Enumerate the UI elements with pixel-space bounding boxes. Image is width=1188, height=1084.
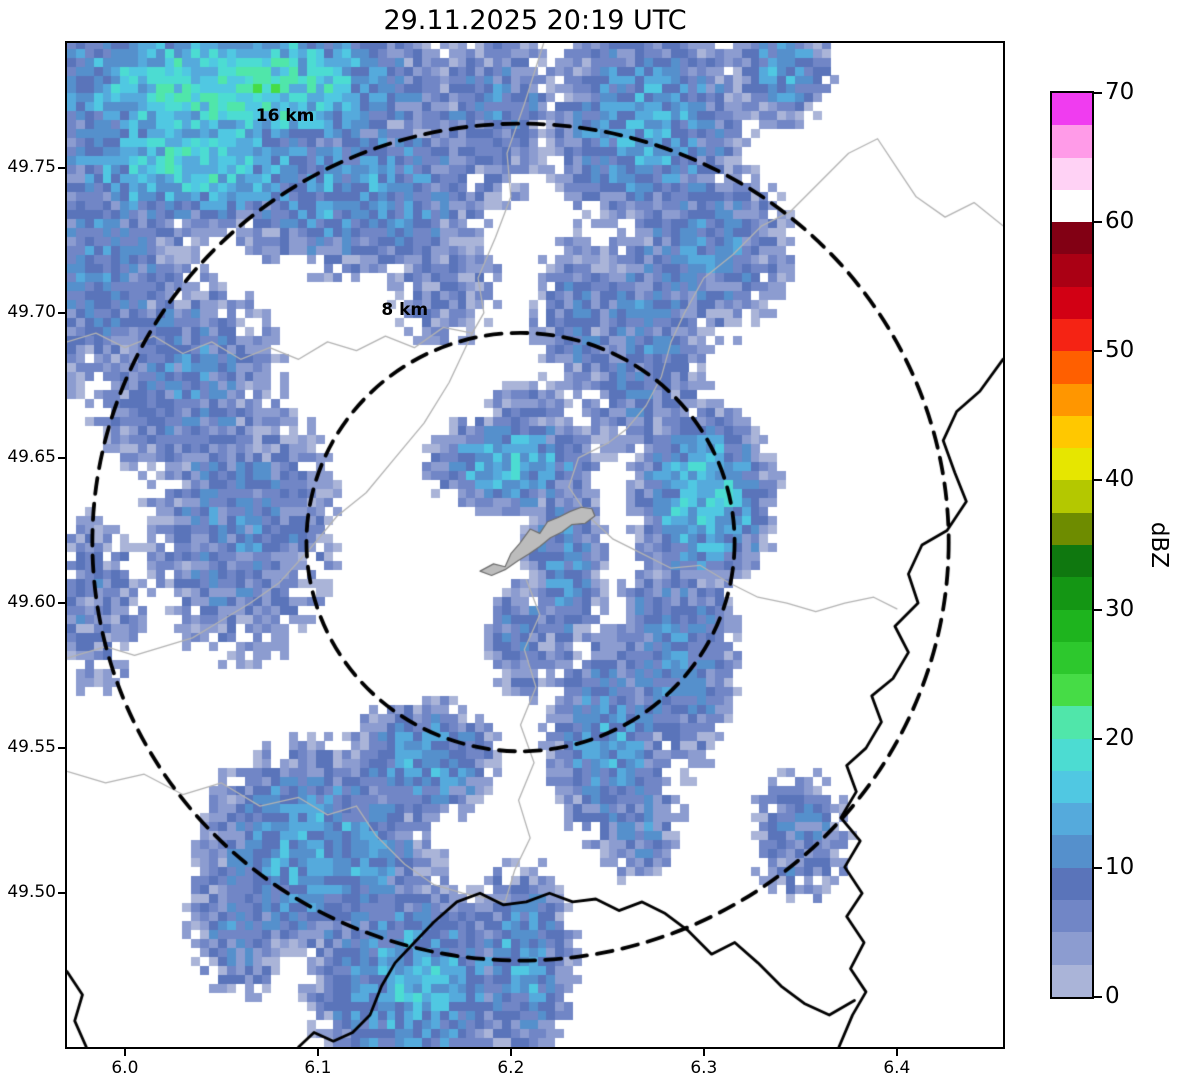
colorbar-band — [1052, 189, 1092, 223]
figure-title: 29.11.2025 20:19 UTC — [383, 5, 687, 36]
colorbar-tick-label: 20 — [1105, 724, 1135, 751]
y-tick-mark — [58, 456, 65, 459]
x-tick-label: 6.2 — [497, 1058, 525, 1078]
colorbar-tick-mark — [1094, 608, 1102, 611]
x-tick-mark — [702, 1049, 705, 1056]
colorbar-tick-label: 40 — [1105, 466, 1135, 493]
colorbar-tick-mark — [1094, 92, 1102, 94]
colorbar-band — [1052, 125, 1092, 158]
colorbar-tick-mark — [1094, 866, 1102, 869]
y-tick-label: 49.70 — [7, 301, 56, 322]
colorbar-band — [1052, 674, 1092, 707]
y-tick-mark — [58, 166, 65, 169]
colorbar-unit-label: dBZ — [1146, 521, 1172, 569]
x-tick-label: 6.4 — [883, 1058, 911, 1078]
colorbar-band — [1052, 706, 1092, 739]
colorbar-tick-label: 30 — [1105, 595, 1135, 622]
x-tick-label: 6.3 — [690, 1058, 718, 1078]
x-tick-mark — [509, 1049, 512, 1056]
y-tick-label: 49.55 — [7, 737, 56, 758]
colorbar-bands — [1050, 91, 1094, 999]
colorbar-band — [1052, 415, 1092, 449]
colorbar-tick-label: 70 — [1105, 79, 1135, 105]
range-ring-label-16km: 16 km — [255, 105, 315, 126]
colorbar-band — [1052, 93, 1092, 126]
x-tick-label: 6.0 — [111, 1058, 139, 1078]
colorbar-band — [1052, 738, 1092, 771]
y-tick-mark — [58, 892, 65, 895]
colorbar-tick-label: 60 — [1105, 208, 1135, 235]
colorbar-band — [1052, 835, 1092, 868]
colorbar-band — [1052, 964, 1092, 997]
colorbar-tick-label: 10 — [1105, 853, 1135, 880]
colorbar-band — [1052, 932, 1092, 965]
colorbar-tick-mark — [1094, 350, 1102, 353]
y-tick-label: 49.75 — [7, 156, 56, 177]
colorbar-band — [1052, 770, 1092, 804]
colorbar-band — [1052, 609, 1092, 642]
colorbar-band — [1052, 222, 1092, 255]
colorbar-band — [1052, 351, 1092, 384]
colorbar-band — [1052, 867, 1092, 901]
colorbar-band — [1052, 544, 1092, 578]
radar-map-canvas — [67, 43, 1003, 1047]
colorbar-band — [1052, 480, 1092, 513]
x-tick-label: 6.1 — [304, 1058, 332, 1078]
colorbar-band — [1052, 318, 1092, 352]
range-ring-label-8km: 8 km — [381, 299, 429, 320]
colorbar-band — [1052, 512, 1092, 545]
colorbar-tick-mark — [1094, 996, 1102, 998]
colorbar-band — [1052, 157, 1092, 190]
colorbar-band — [1052, 803, 1092, 836]
colorbar-tick-mark — [1094, 221, 1102, 224]
x-tick-mark — [123, 1049, 126, 1056]
colorbar-tick-mark — [1094, 479, 1102, 482]
colorbar-band — [1052, 286, 1092, 319]
map-plot: 8 km 16 km — [65, 41, 1005, 1049]
colorbar-band — [1052, 254, 1092, 287]
colorbar-band — [1052, 641, 1092, 675]
y-tick-mark — [58, 311, 65, 314]
colorbar-tick-mark — [1094, 737, 1102, 740]
colorbar-band — [1052, 900, 1092, 933]
x-tick-mark — [316, 1049, 319, 1056]
y-tick-label: 49.50 — [7, 882, 56, 903]
colorbar-band — [1052, 577, 1092, 610]
x-tick-mark — [895, 1049, 898, 1056]
colorbar-tick-label: 50 — [1105, 337, 1135, 364]
colorbar-band — [1052, 448, 1092, 481]
y-tick-mark — [58, 602, 65, 605]
colorbar-tick-label: 0 — [1105, 983, 1120, 1009]
y-tick-label: 49.60 — [7, 592, 56, 613]
y-tick-mark — [58, 747, 65, 750]
y-tick-label: 49.65 — [7, 446, 56, 467]
colorbar-band — [1052, 383, 1092, 416]
